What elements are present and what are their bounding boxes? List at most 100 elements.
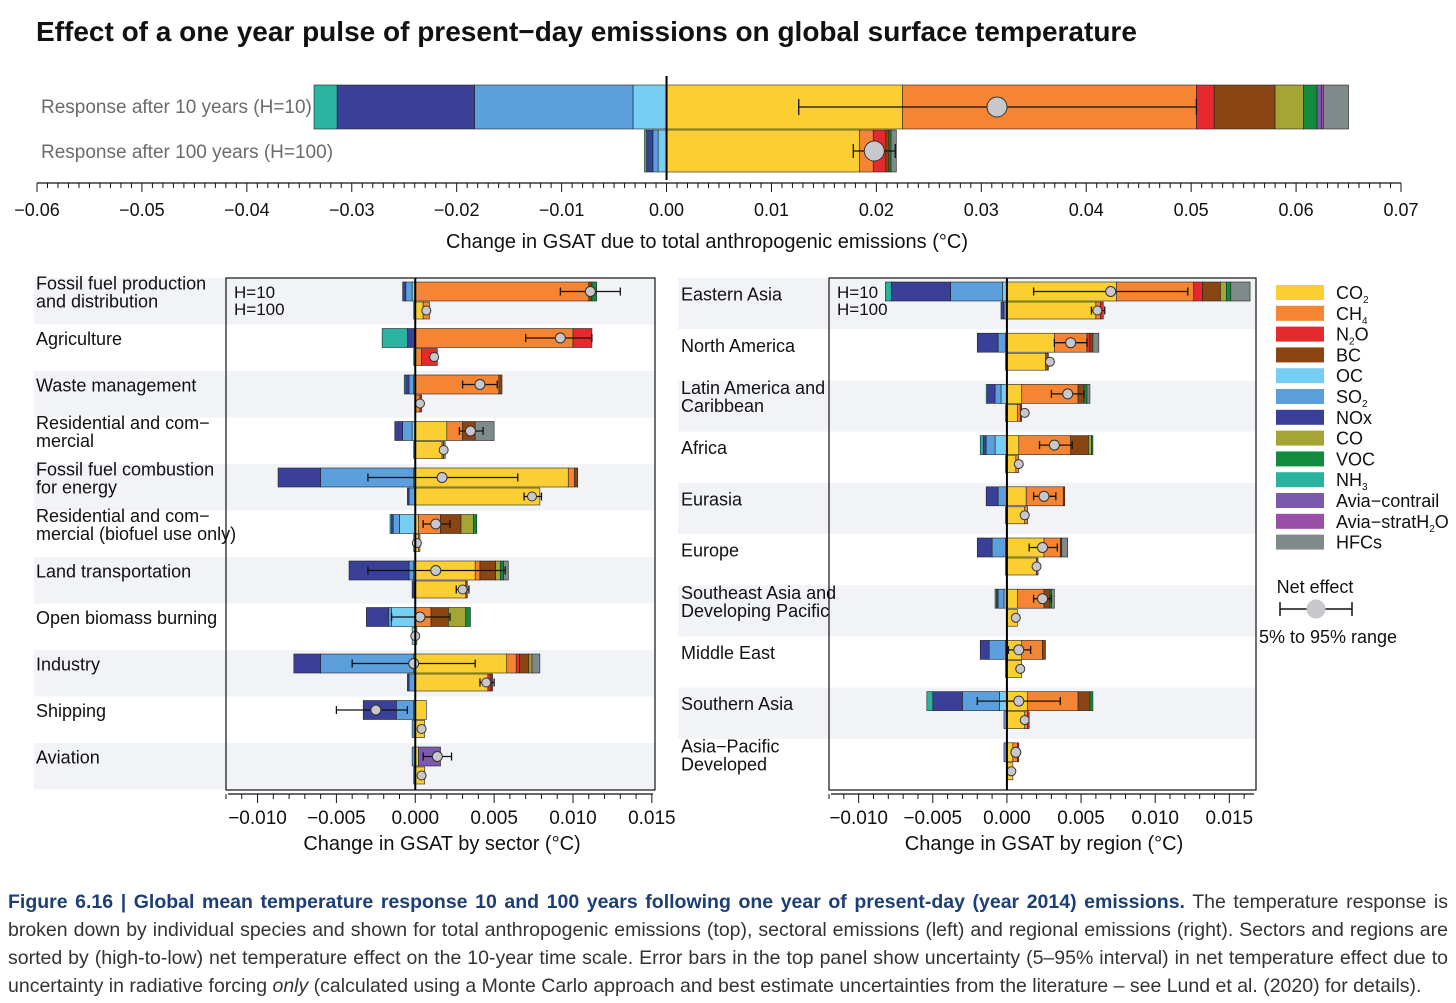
industry-h10-bar-bc [519, 653, 530, 674]
waste-management-h10-bar-nh3 [403, 374, 407, 395]
x-tick-label: 0.005 [1057, 808, 1105, 829]
fossil-fuel-combustion-h100-bar-nox [407, 487, 410, 506]
latin-america-and-h10-bar-so2 [994, 384, 1002, 404]
open-biomass-burning-h10-bar-co [448, 607, 467, 627]
x-axis-title: Change in GSAT by region (°C) [905, 833, 1184, 855]
legend-label-hfcs: HFCs [1336, 533, 1382, 553]
panel-frame [225, 277, 656, 791]
legend-swatch-co2 [1276, 285, 1324, 300]
legend-label-so2: SO2 [1336, 387, 1368, 410]
eastern-asia-h100-bar-co2 [1006, 301, 1097, 320]
legend-label-avia-contrail: Avia−contrail [1336, 491, 1439, 511]
europe-h10-bar-nox [976, 537, 993, 558]
middle-east-label: Middle East [681, 643, 775, 663]
middle-east-h10-bar-bc [1042, 640, 1046, 660]
eastern-asia-h10-bar-nox [890, 281, 951, 302]
industry-h100-net-effect-marker [481, 677, 492, 688]
shipping-h100-net-effect-marker [416, 724, 427, 734]
legend-label-oc: OC [1336, 366, 1363, 386]
top-h100-net-effect-marker [863, 140, 885, 162]
top-h10-bar-co [1274, 84, 1304, 130]
x-axis-title: Change in GSAT by sector (°C) [303, 833, 580, 855]
top-x-tick-label: −0.03 [329, 200, 375, 220]
latin-america-and-h10-bar-nox [987, 384, 996, 404]
fossil-fuel-production-h10-bar-nox [402, 281, 407, 302]
residential-and-com-h10-bar-so2 [402, 421, 413, 441]
legend-swatch-so2 [1276, 389, 1324, 404]
eastern-asia-h10-bar-so2 [950, 281, 1003, 302]
top-h100-bar-so2 [652, 129, 659, 173]
industry-h10-bar-hfcs [531, 653, 541, 674]
legend-swatch-voc [1276, 451, 1324, 467]
eastern-asia-h100-net-effect-marker [1092, 305, 1103, 316]
top-h10-row-label: Response after 10 years (H=10) [41, 97, 312, 118]
asia-pacific-label: Asia−Pacific [681, 736, 780, 756]
top-x-tick-label: −0.05 [119, 200, 165, 220]
top-h100-bar-nh3 [644, 129, 647, 173]
eastern-asia-h10-bar-hfcs [1230, 281, 1251, 302]
waste-management-h10-bar-so2 [408, 374, 414, 395]
legend-label-voc: VOC [1336, 449, 1375, 469]
land-transportation-h10-net-effect-marker [430, 565, 442, 576]
agriculture-h10-net-effect-marker [554, 332, 566, 344]
industry-label: Industry [36, 654, 100, 674]
caption-emphasis: only [272, 975, 309, 997]
southeast-asia-and-label: Developing Pacific [681, 601, 829, 621]
x-tick-label: 0.000 [391, 808, 439, 829]
industry-h10-bar-nox [293, 653, 321, 674]
africa-h10-bar-co [1088, 435, 1092, 455]
residential-and-com-h10-bar-voc [473, 514, 478, 534]
top-h10-bar-avia-contrail [1316, 84, 1322, 130]
residential-and-com-h10-net-effect-marker [464, 425, 476, 437]
top-h10-bar-voc [1303, 84, 1318, 130]
top-x-tick-label: −0.06 [14, 200, 60, 220]
top-h100-bar-co2 [666, 129, 860, 173]
eurasia-h100-net-effect-marker [1019, 510, 1030, 521]
top-x-tick-label: 0.01 [754, 200, 789, 220]
top-h10-bar-oc [632, 84, 667, 130]
residential-and-com-label: Residential and com− [36, 413, 210, 433]
eastern-asia-h10-net-effect-marker [1105, 286, 1117, 297]
top-h10-bar-hfcs [1323, 84, 1349, 130]
land-transportation-label: Land transportation [36, 561, 191, 581]
southern-asia-h10-bar-nh3 [926, 691, 934, 711]
eurasia-h10-bar-co2 [1006, 486, 1027, 507]
residential-and-com-h10-bar-co2 [414, 421, 448, 441]
figure-caption: Figure 6.16 | Global mean temperature re… [8, 888, 1448, 1000]
africa-h100-net-effect-marker [1013, 459, 1024, 470]
top-h10-bar-n2o [1196, 84, 1215, 130]
north-america-h10-bar-hfcs [1092, 332, 1100, 353]
agriculture-h10-bar-nox [407, 328, 416, 348]
africa-h10-bar-oc [994, 435, 1008, 455]
x-tick-label: 0.000 [983, 808, 1031, 829]
latin-america-and-h10-bar-nh3 [985, 384, 988, 404]
africa-h10-bar-bc [1070, 435, 1089, 455]
fossil-fuel-combustion-h100-net-effect-marker [526, 491, 537, 502]
shipping-h10-bar-co2 [414, 700, 427, 720]
north-america-h10-bar-so2 [997, 332, 1006, 353]
fossil-fuel-combustion-label: for energy [36, 477, 117, 497]
fossil-fuel-combustion-h10-bar-bc [574, 467, 579, 488]
residential-and-com-h100-net-effect-marker [411, 538, 422, 548]
fossil-fuel-production-label: Fossil fuel production [36, 273, 206, 293]
top-x-tick-label: 0.03 [964, 200, 999, 220]
europe-h10-bar-hfcs [1061, 537, 1069, 558]
latin-america-and-h10-bar-co2 [1006, 384, 1023, 404]
legend-label-nh3: NH3 [1336, 470, 1368, 493]
eastern-asia-h10-bar-nh3 [885, 281, 892, 302]
agriculture-h100-net-effect-marker [429, 352, 440, 362]
waste-management-h10-net-effect-marker [474, 379, 486, 390]
fossil-fuel-combustion-h100-bar-co2 [414, 487, 541, 506]
residential-and-com-label: Residential and com− [36, 506, 210, 526]
legend-net-effect-label: Net effect [1277, 577, 1354, 597]
eastern-asia-label: Eastern Asia [681, 285, 783, 305]
asia-pacific-label: Developed [681, 754, 767, 774]
latin-america-and-h100-bar-co2 [1006, 404, 1018, 422]
southern-asia-h100-net-effect-marker [1019, 715, 1030, 726]
row-stripe [678, 380, 1256, 432]
row-stripe [678, 585, 1256, 637]
top-x-tick-label: −0.01 [539, 200, 585, 220]
eurasia-h10-net-effect-marker [1038, 490, 1050, 502]
top-x-tick-label: 0.05 [1174, 200, 1209, 220]
africa-h10-bar-so2 [985, 435, 996, 455]
